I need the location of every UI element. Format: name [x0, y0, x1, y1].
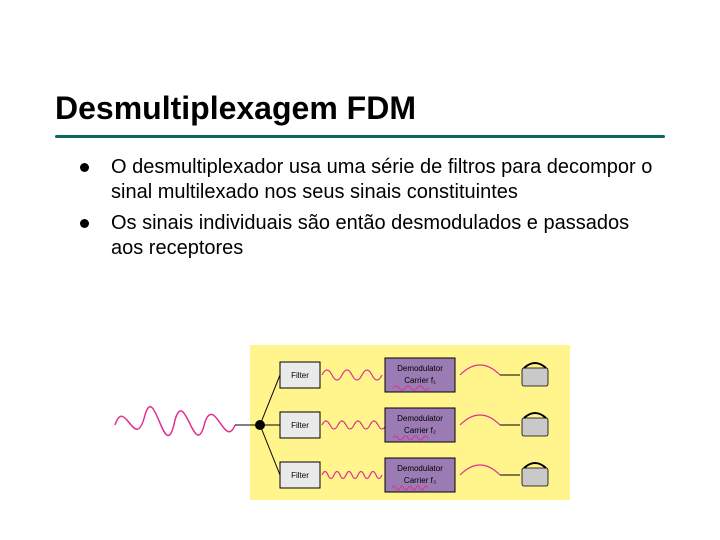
diagram-svg: Filter Demodulator Carrier f₁ — [110, 340, 610, 510]
demod-label-1: Demodulator — [397, 464, 443, 473]
bullet-text: O desmultiplexador usa uma série de filt… — [111, 155, 660, 205]
bullet-icon — [80, 219, 89, 228]
filter-label: Filter — [291, 421, 309, 430]
demod-label-2: Carrier f₁ — [404, 376, 436, 385]
title-underline — [55, 135, 665, 138]
list-item: Os sinais individuais são então desmodul… — [80, 211, 660, 261]
fdm-demux-diagram: Filter Demodulator Carrier f₁ — [110, 340, 610, 510]
filter-label: Filter — [291, 471, 309, 480]
demod-label-2: Carrier f₃ — [404, 476, 436, 485]
demod-label-1: Demodulator — [397, 364, 443, 373]
bullet-text: Os sinais individuais são então desmodul… — [111, 211, 660, 261]
bullet-icon — [80, 163, 89, 172]
filter-label: Filter — [291, 371, 309, 380]
demod-label-1: Demodulator — [397, 414, 443, 423]
slide-title: Desmultiplexagem FDM — [55, 90, 416, 127]
demod-label-2: Carrier f₂ — [404, 426, 436, 435]
composite-wave — [115, 407, 235, 436]
list-item: O desmultiplexador usa uma série de filt… — [80, 155, 660, 205]
bullet-list: O desmultiplexador usa uma série de filt… — [80, 155, 660, 267]
